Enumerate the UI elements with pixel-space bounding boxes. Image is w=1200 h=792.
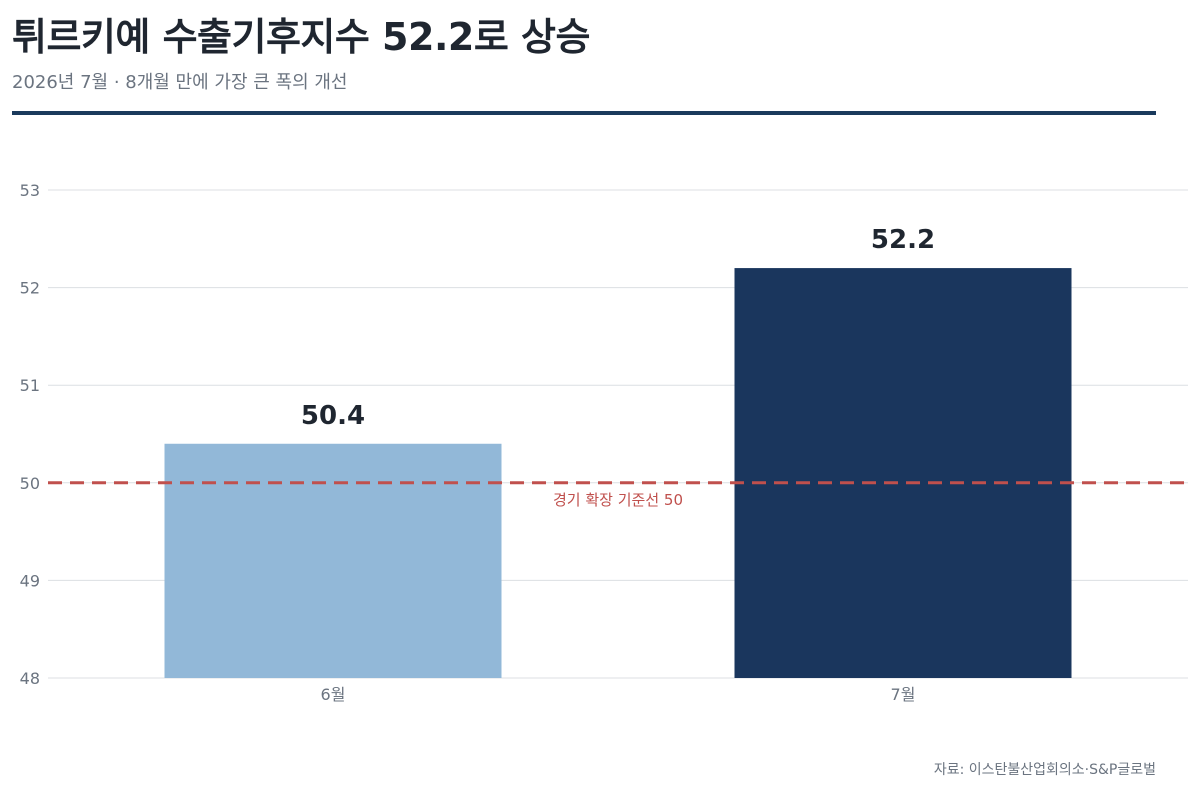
y-tick-label: 50 xyxy=(20,474,40,493)
reference-line-label: 경기 확장 기준선 50 xyxy=(553,491,683,509)
y-tick-label: 49 xyxy=(20,571,40,590)
x-tick-label: 7월 xyxy=(891,685,916,704)
chart-title: 튀르키예 수출기후지수 52.2로 상승 xyxy=(12,15,590,59)
source-note: 자료: 이스탄불산업회의소·S&P글로벌 xyxy=(933,762,1156,778)
labels: 48 49 50 51 52 53 50.4 6월 52.2 7월 xyxy=(20,181,935,704)
y-tick-label: 52 xyxy=(20,279,40,298)
bars xyxy=(164,268,1072,678)
y-tick-label: 53 xyxy=(20,181,40,200)
header-divider xyxy=(12,111,1156,115)
bar-1 xyxy=(164,443,502,678)
bar-2 xyxy=(734,268,1072,678)
value-label: 50.4 xyxy=(301,401,365,431)
value-label: 52.2 xyxy=(871,225,935,255)
chart-subtitle: 2026년 7월 · 8개월 만에 가장 큰 폭의 개선 xyxy=(12,72,348,93)
y-tick-label: 51 xyxy=(20,376,40,395)
reference-line-group: 경기 확장 기준선 50 xyxy=(48,481,1188,509)
y-tick-label: 48 xyxy=(20,669,40,688)
x-tick-label: 6월 xyxy=(321,685,346,704)
